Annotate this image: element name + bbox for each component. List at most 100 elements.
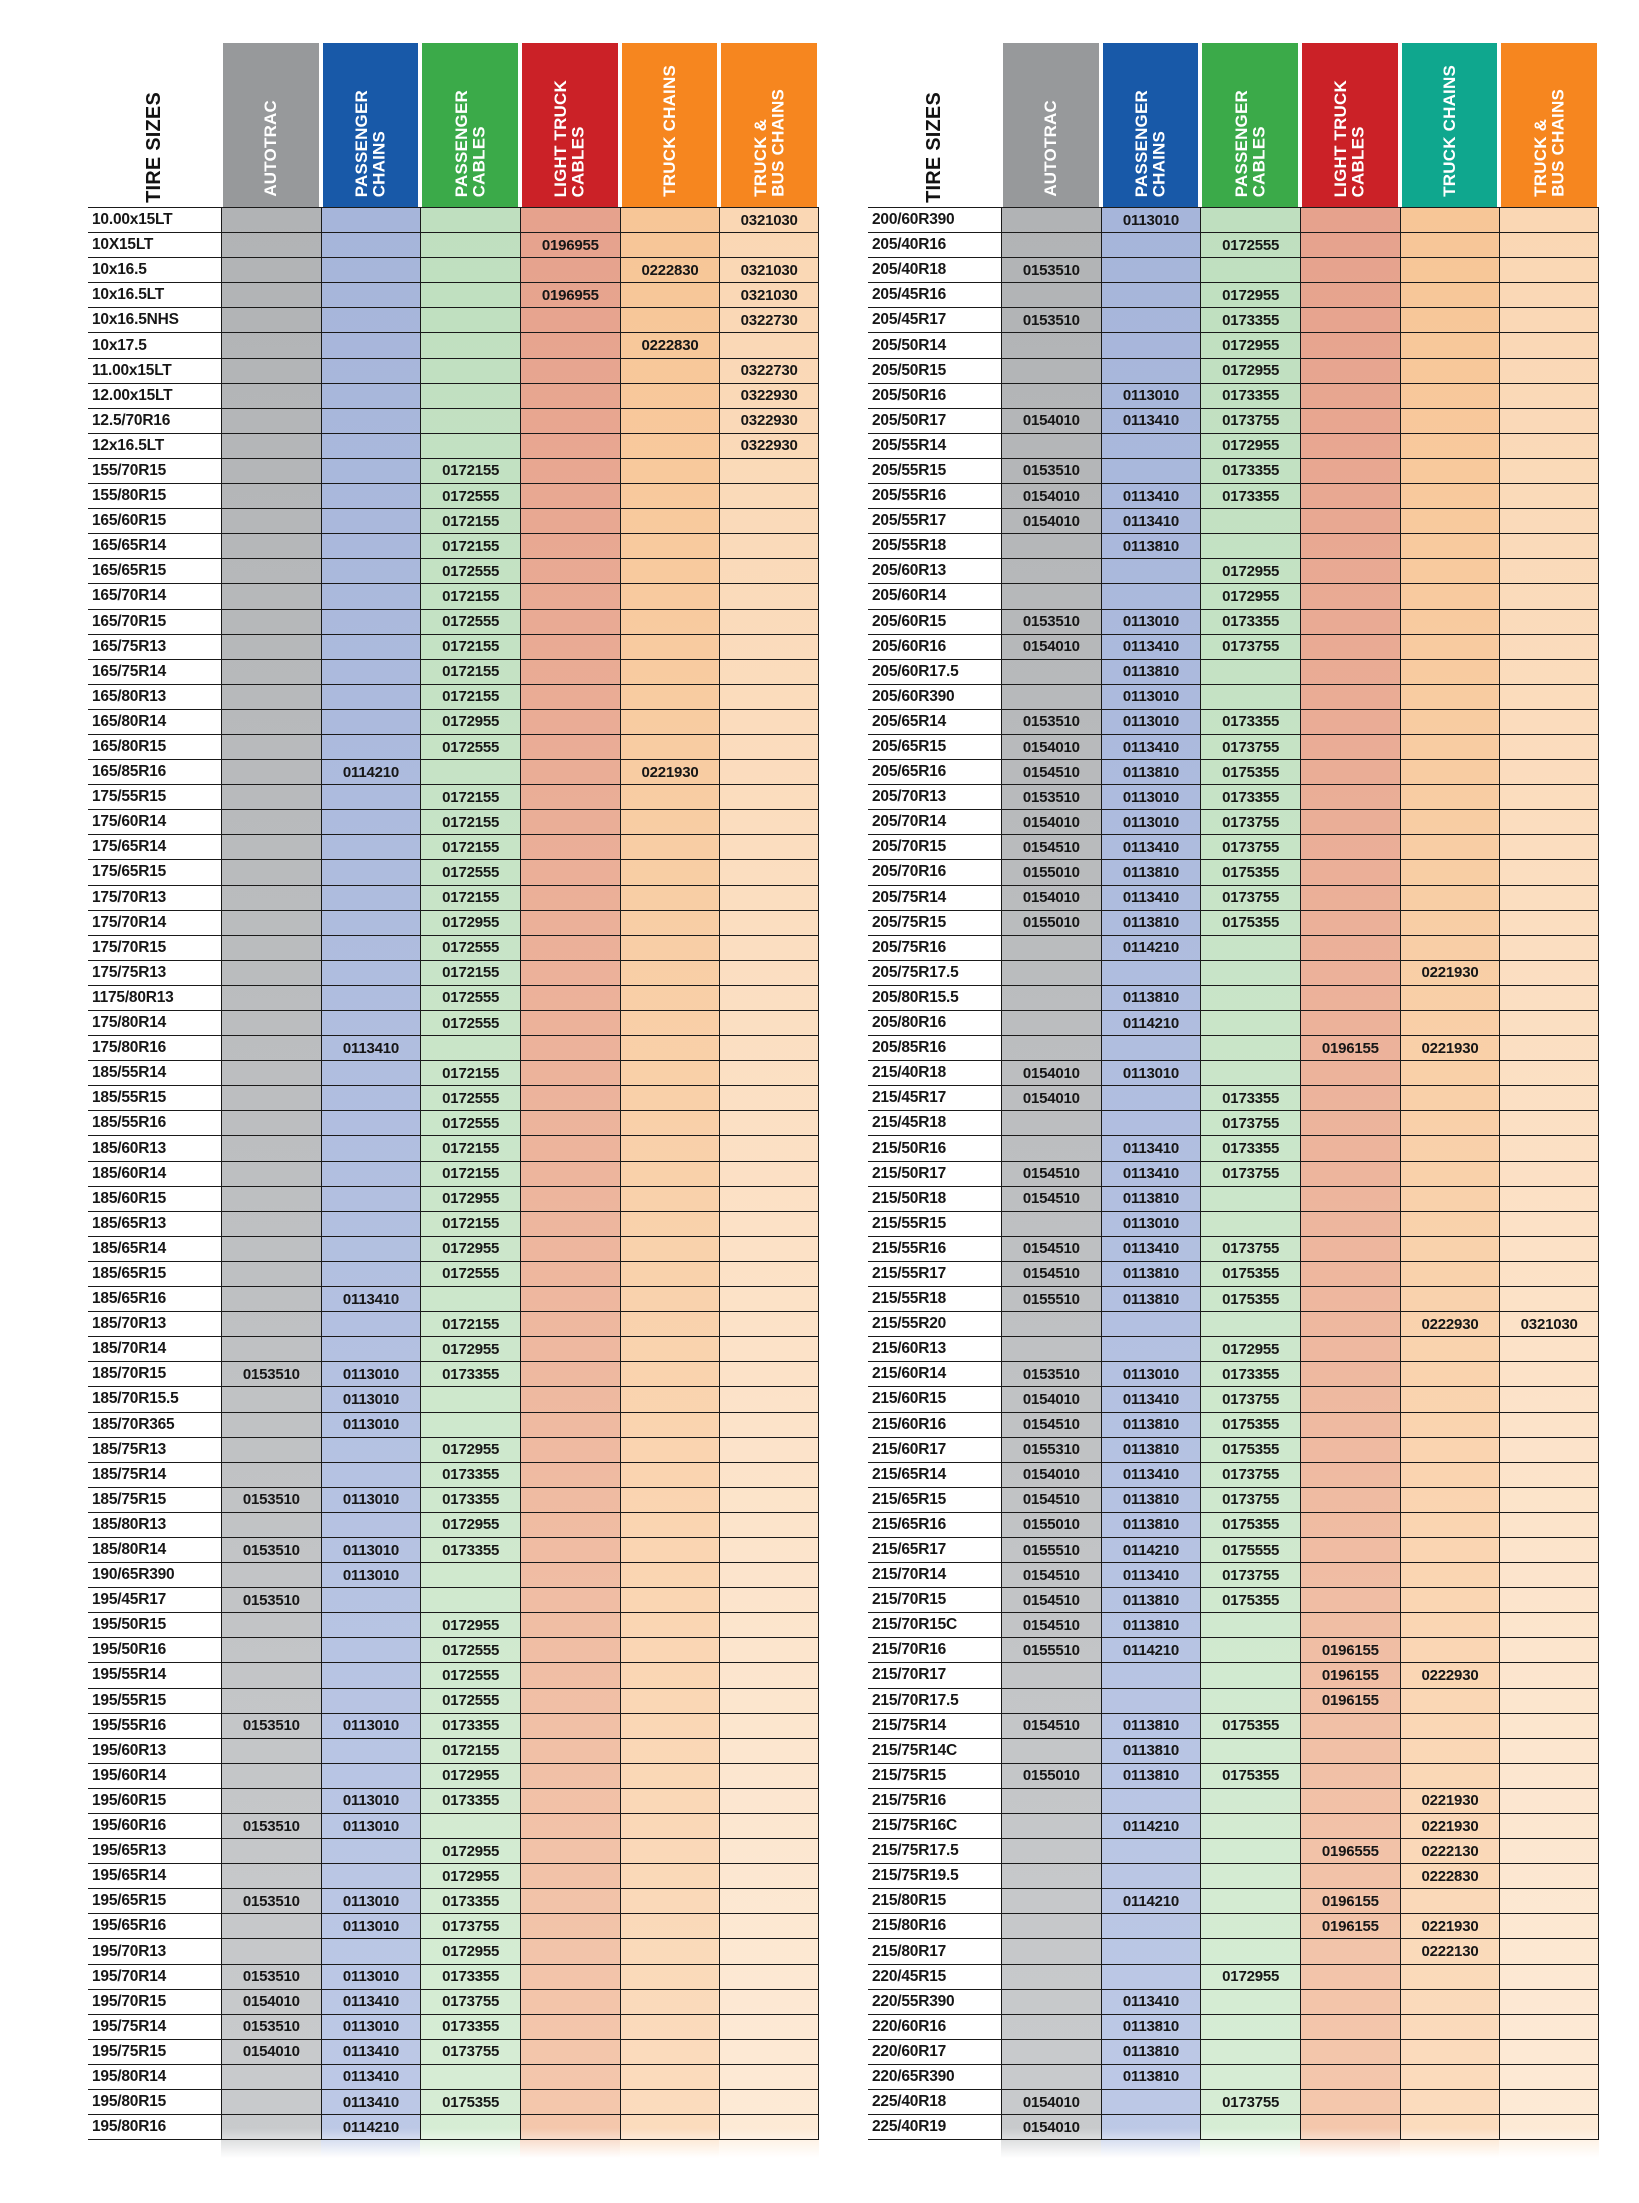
truck-bus-chains-cell — [719, 2090, 819, 2115]
truck-bus-chains-cell — [719, 559, 819, 584]
table-row: 185/70R14 0172955 — [88, 1337, 819, 1363]
truck-chains-cell — [619, 910, 720, 935]
table-row: 215/45R17 0154010 0173355 — [868, 1086, 1599, 1112]
light-truck-cables-cell — [519, 860, 620, 885]
truck-chains-cell — [1399, 433, 1500, 458]
truck-bus-chains-cell — [719, 1387, 819, 1412]
truck-chains-cell — [1399, 2090, 1500, 2115]
passenger-chains-cell: 0113010 — [1100, 1211, 1201, 1236]
passenger-chains-cell — [320, 609, 421, 634]
passenger-cables-cell — [420, 1387, 520, 1412]
truck-bus-chains-cell — [719, 910, 819, 935]
table-row: 205/55R15 0153510 0173355 — [868, 458, 1599, 485]
table-row: 11.00x15LT 0322730 — [88, 358, 819, 384]
passenger-chains-cell: 0113810 — [1100, 1261, 1201, 1287]
table-row: 215/60R15 0154010 0113410 0173755 — [868, 1387, 1599, 1413]
tire-size-cell: 195/70R13 — [92, 1942, 167, 1960]
truck-chains-cell — [619, 1763, 720, 1788]
truck-chains-cell: 0222130 — [1399, 1939, 1500, 1964]
passenger-cables-cell — [1200, 1839, 1300, 1864]
table-row: 215/75R14 0154510 0113810 0175355 — [868, 1713, 1599, 1739]
passenger-cables-cell: 0175355 — [1200, 1588, 1300, 1613]
passenger-cables-cell: 0172555 — [420, 484, 520, 509]
autotrac-cell: 0154510 — [1001, 835, 1101, 860]
truck-chains-cell — [619, 2064, 720, 2090]
tire-size-cell: 205/50R16 — [872, 386, 947, 404]
light-truck-cables-cell — [519, 1312, 620, 1337]
truck-chains-cell — [1399, 1989, 1500, 2014]
passenger-cables-cell: 0172155 — [420, 835, 520, 860]
passenger-chains-cell: 0113810 — [1100, 860, 1201, 885]
truck-bus-chains-cell — [719, 1763, 819, 1788]
table-row: 205/40R16 0172555 — [868, 233, 1599, 259]
column-header-truck-bus-chains: TRUCK & BUS CHAINS — [1499, 43, 1599, 207]
table-row: 195/45R17 0153510 — [88, 1588, 819, 1614]
light-truck-cables-cell — [519, 559, 620, 584]
truck-bus-chains-cell — [1499, 1563, 1599, 1588]
passenger-cables-cell — [1200, 684, 1300, 709]
autotrac-cell: 0154510 — [1001, 1412, 1101, 1437]
truck-chains-cell — [1399, 1738, 1500, 1763]
passenger-chains-cell: 0113010 — [320, 1537, 421, 1563]
truck-bus-chains-cell — [719, 1663, 819, 1688]
truck-bus-chains-cell — [1499, 860, 1599, 885]
table-row: 205/40R18 0153510 — [868, 258, 1599, 284]
autotrac-cell — [1001, 1011, 1101, 1036]
table-row: 195/80R15 0113410 0175355 — [88, 2090, 819, 2116]
light-truck-cables-cell — [519, 2115, 620, 2140]
table-row: 215/50R17 0154510 0113410 0173755 — [868, 1161, 1599, 1187]
truck-chains-cell — [1399, 885, 1500, 910]
tire-size-cell: 215/55R16 — [872, 1239, 947, 1257]
passenger-cables-cell: 0173755 — [1200, 835, 1300, 860]
tire-size-cell: 215/65R17 — [872, 1541, 947, 1559]
tire-size-cell: 185/65R13 — [92, 1214, 167, 1232]
autotrac-cell — [221, 433, 321, 458]
autotrac-cell — [221, 383, 321, 408]
light-truck-cables-cell — [519, 1839, 620, 1864]
passenger-chains-cell — [320, 810, 421, 835]
truck-bus-chains-cell — [719, 960, 819, 985]
passenger-cables-cell — [1200, 534, 1300, 559]
tire-size-cell: 215/75R19.5 — [872, 1867, 959, 1885]
passenger-cables-cell — [420, 1287, 520, 1312]
autotrac-cell — [221, 1563, 321, 1588]
passenger-chains-cell: 0113410 — [1100, 1236, 1201, 1261]
passenger-cables-cell: 0172555 — [420, 1011, 520, 1036]
passenger-cables-cell — [420, 1563, 520, 1588]
light-truck-cables-cell — [1299, 2115, 1400, 2140]
passenger-cables-cell — [420, 2064, 520, 2090]
truck-chains-cell — [1399, 584, 1500, 609]
passenger-cables-cell: 0173355 — [1200, 1136, 1300, 1161]
truck-chains-cell — [1399, 1061, 1500, 1086]
truck-chains-cell — [619, 1061, 720, 1086]
light-truck-cables-cell — [1299, 484, 1400, 509]
tire-size-cell: 220/60R16 — [872, 2017, 947, 2035]
passenger-cables-cell: 0173355 — [1200, 383, 1300, 408]
truck-bus-chains-cell — [719, 1889, 819, 1914]
table-row: 195/80R16 0114210 — [88, 2115, 819, 2141]
passenger-chains-cell: 0113010 — [1100, 609, 1201, 634]
light-truck-cables-cell — [519, 258, 620, 283]
truck-bus-chains-cell — [1499, 1588, 1599, 1613]
passenger-chains-cell — [1100, 1086, 1201, 1111]
tire-table-right: TIRE SIZES AUTOTRAC PASSENGER CHAINS PAS… — [868, 43, 1599, 2163]
table-row: 155/80R15 0172555 — [88, 484, 819, 510]
truck-chains-cell — [1399, 1287, 1500, 1312]
autotrac-cell: 0153510 — [221, 1814, 321, 1839]
truck-chains-cell — [1399, 1889, 1500, 1914]
truck-chains-cell — [619, 559, 720, 584]
autotrac-cell: 0153510 — [1001, 709, 1101, 734]
truck-bus-chains-cell — [719, 1312, 819, 1337]
light-truck-cables-cell — [1299, 208, 1400, 233]
passenger-chains-cell — [320, 308, 421, 333]
passenger-cables-cell: 0172955 — [1200, 283, 1300, 308]
passenger-chains-cell — [1100, 2090, 1201, 2115]
passenger-chains-cell: 0113010 — [320, 1814, 421, 1839]
passenger-chains-cell — [320, 709, 421, 734]
truck-chains-cell — [1399, 1462, 1500, 1487]
truck-bus-chains-cell — [719, 659, 819, 684]
tire-size-cell: 165/70R14 — [92, 587, 167, 605]
tire-size-cell: 195/55R16 — [92, 1716, 167, 1734]
tire-size-cell: 11.00x15LT — [92, 361, 172, 379]
